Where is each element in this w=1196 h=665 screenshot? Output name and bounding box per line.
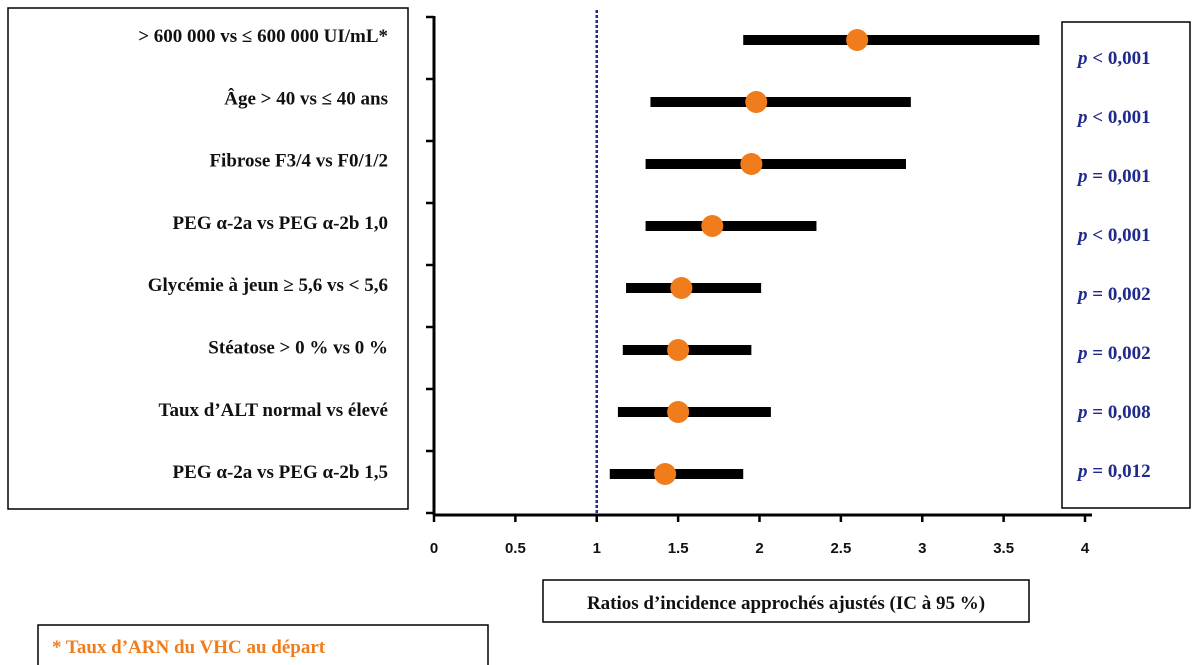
pvalue-symbol: p: [1076, 284, 1088, 305]
estimate-marker: [701, 215, 724, 237]
pvalue-label: p = 0,002: [1076, 284, 1151, 305]
footnote-box: [37, 624, 489, 665]
x-tick-label: 0.5: [505, 540, 526, 557]
pvalue-symbol: p: [1076, 166, 1088, 187]
x-tick-label: 1.5: [668, 540, 689, 557]
x-tick-label: 3: [918, 540, 926, 557]
pvalue-label: p < 0,001: [1076, 107, 1151, 128]
row-label: Âge > 40 vs ≤ 40 ans: [224, 87, 388, 109]
pvalue-text: < 0,001: [1088, 48, 1151, 69]
pvalue-text: < 0,001: [1088, 225, 1151, 246]
pvalue-label: p = 0,002: [1076, 343, 1151, 364]
pvalue-symbol: p: [1076, 461, 1088, 482]
estimate-marker: [846, 29, 869, 51]
pvalue-text: = 0,002: [1088, 343, 1151, 364]
x-axis-ticks: 0 0.5 1 1.5 2 2.5 3 3.5 4: [430, 515, 1090, 557]
x-tick-label: 1: [593, 540, 601, 557]
row-label: > 600 000 vs ≤ 600 000 UI/mL*: [138, 26, 388, 47]
pvalue-symbol: p: [1076, 225, 1088, 246]
y-axis-ticks: [426, 15, 434, 515]
row-label: PEG α-2a vs PEG α-2b 1,0: [173, 213, 388, 234]
row-label: Glycémie à jeun ≥ 5,6 vs < 5,6: [148, 275, 388, 296]
x-tick-label: 2.5: [830, 540, 851, 557]
row-label: Fibrose F3/4 vs F0/1/2: [209, 151, 388, 172]
pvalue-symbol: p: [1076, 48, 1088, 69]
pvalue-text: = 0,012: [1088, 461, 1151, 482]
row-label: Taux d’ALT normal vs élevé: [159, 400, 388, 421]
pvalue-label: p = 0,001: [1076, 166, 1151, 187]
footnote: * Taux d’ARN du VHC au départ: [52, 637, 326, 658]
row-label: Stéatose > 0 % vs 0 %: [208, 338, 388, 359]
pvalue-symbol: p: [1076, 402, 1088, 423]
labels-panel: [7, 7, 409, 510]
pvalue-label: p < 0,001: [1076, 225, 1151, 246]
estimate-marker: [740, 153, 763, 175]
pvalue-text: = 0,002: [1088, 284, 1151, 305]
pvalue-symbol: p: [1076, 107, 1088, 128]
estimate-marker: [670, 277, 693, 299]
estimate-marker: [667, 401, 690, 423]
pvalue-label: p < 0,001: [1076, 48, 1151, 69]
row-labels: > 600 000 vs ≤ 600 000 UI/mL* Âge > 40 vs…: [138, 26, 388, 483]
estimate-marker: [745, 91, 768, 113]
pvalue-text: < 0,001: [1088, 107, 1151, 128]
x-tick-label: 4: [1081, 540, 1090, 557]
pvalue-panel: [1061, 21, 1191, 509]
pvalue-label: p = 0,008: [1076, 402, 1151, 423]
x-tick-label: 0: [430, 540, 438, 557]
x-axis-label: Ratios d’incidence approchés ajustés (IC…: [587, 593, 985, 614]
row-label: PEG α-2a vs PEG α-2b 1,5: [173, 462, 388, 483]
pvalue-label: p = 0,012: [1076, 461, 1151, 482]
x-tick-label: 3.5: [993, 540, 1014, 557]
pvalue-text: = 0,008: [1088, 402, 1151, 423]
pvalue-symbol: p: [1076, 343, 1088, 364]
estimate-marker: [654, 463, 677, 485]
estimate-marker: [667, 339, 690, 361]
point-estimates: [654, 29, 869, 485]
x-tick-label: 2: [755, 540, 763, 557]
xlabel-box: [542, 579, 1030, 623]
pvalue-text: = 0,001: [1088, 166, 1151, 187]
